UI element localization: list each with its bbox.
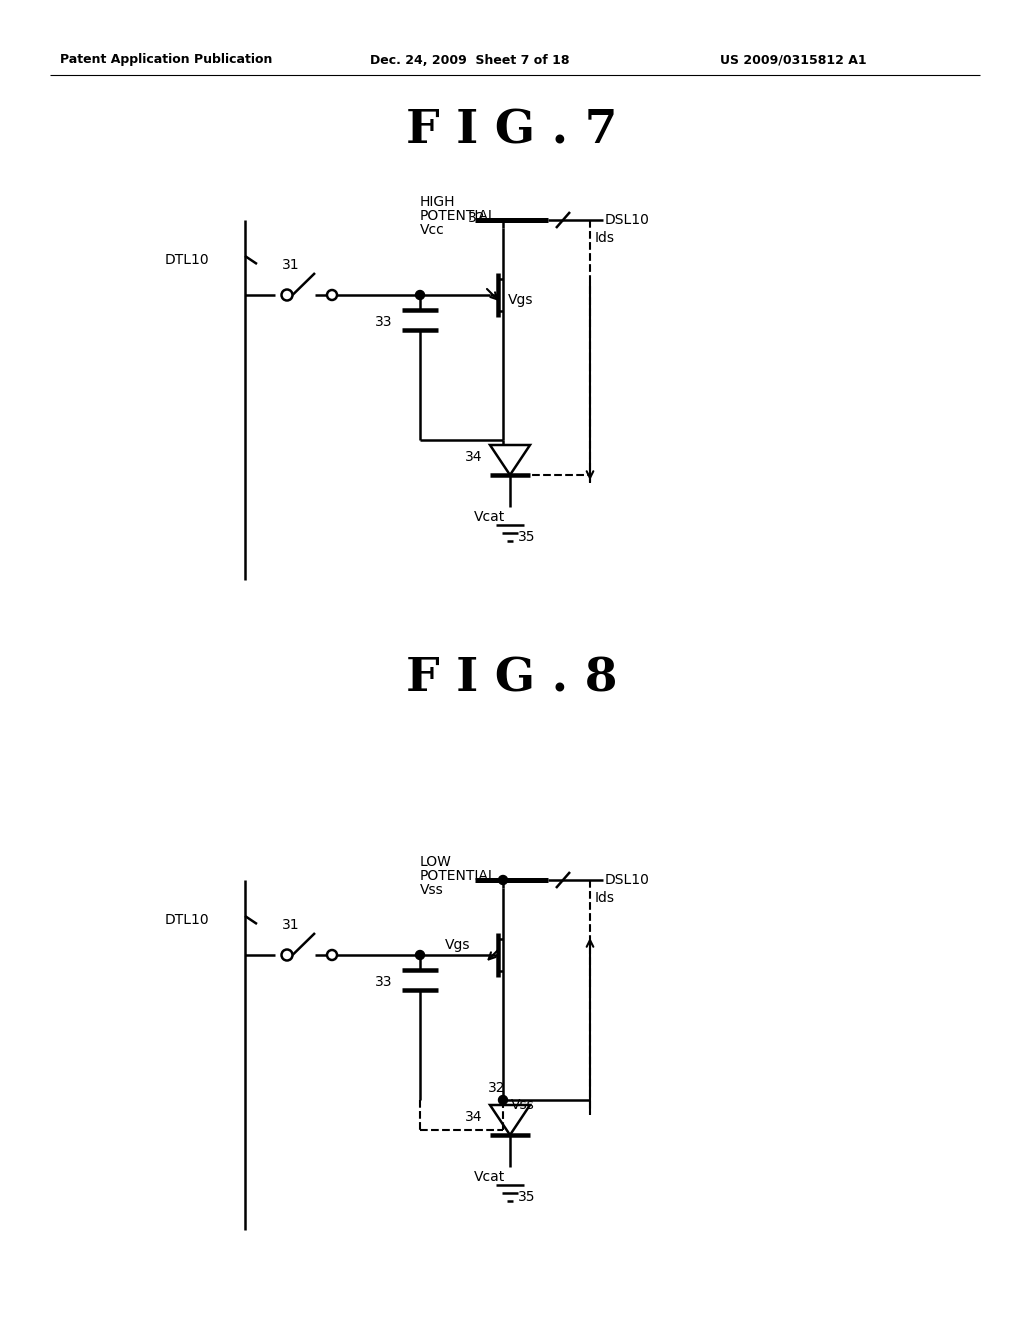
Text: Dec. 24, 2009  Sheet 7 of 18: Dec. 24, 2009 Sheet 7 of 18 xyxy=(370,54,569,66)
Text: DSL10: DSL10 xyxy=(605,873,650,887)
Circle shape xyxy=(499,875,508,884)
Text: LOW: LOW xyxy=(420,855,452,869)
Text: 35: 35 xyxy=(518,531,536,544)
Text: Vgs: Vgs xyxy=(508,293,534,308)
Text: Patent Application Publication: Patent Application Publication xyxy=(60,54,272,66)
Text: DTL10: DTL10 xyxy=(165,253,210,267)
Text: Vcc: Vcc xyxy=(420,223,444,238)
Text: 31: 31 xyxy=(282,917,300,932)
Text: 32: 32 xyxy=(488,1081,506,1096)
Text: F I G . 8: F I G . 8 xyxy=(407,655,617,701)
Circle shape xyxy=(499,1096,508,1105)
Text: Vss: Vss xyxy=(511,1098,535,1111)
Text: 32: 32 xyxy=(468,211,485,224)
Text: 33: 33 xyxy=(375,975,392,989)
Circle shape xyxy=(416,950,425,960)
Text: Vcat: Vcat xyxy=(474,1170,505,1184)
Text: Vgs: Vgs xyxy=(445,939,470,952)
Text: 33: 33 xyxy=(375,315,392,329)
Circle shape xyxy=(416,290,425,300)
Text: HIGH: HIGH xyxy=(420,195,456,209)
Text: DTL10: DTL10 xyxy=(165,913,210,927)
Text: 31: 31 xyxy=(282,257,300,272)
Text: 35: 35 xyxy=(518,1191,536,1204)
Text: DSL10: DSL10 xyxy=(605,213,650,227)
Text: POTENTIAL: POTENTIAL xyxy=(420,209,497,223)
Text: Vss: Vss xyxy=(420,883,443,898)
Text: 34: 34 xyxy=(465,450,482,465)
Text: US 2009/0315812 A1: US 2009/0315812 A1 xyxy=(720,54,866,66)
Text: Vcat: Vcat xyxy=(474,510,505,524)
Text: 34: 34 xyxy=(465,1110,482,1125)
Text: F I G . 7: F I G . 7 xyxy=(407,107,617,153)
Text: Ids: Ids xyxy=(595,891,615,906)
Text: POTENTIAL: POTENTIAL xyxy=(420,869,497,883)
Text: Ids: Ids xyxy=(595,231,615,246)
